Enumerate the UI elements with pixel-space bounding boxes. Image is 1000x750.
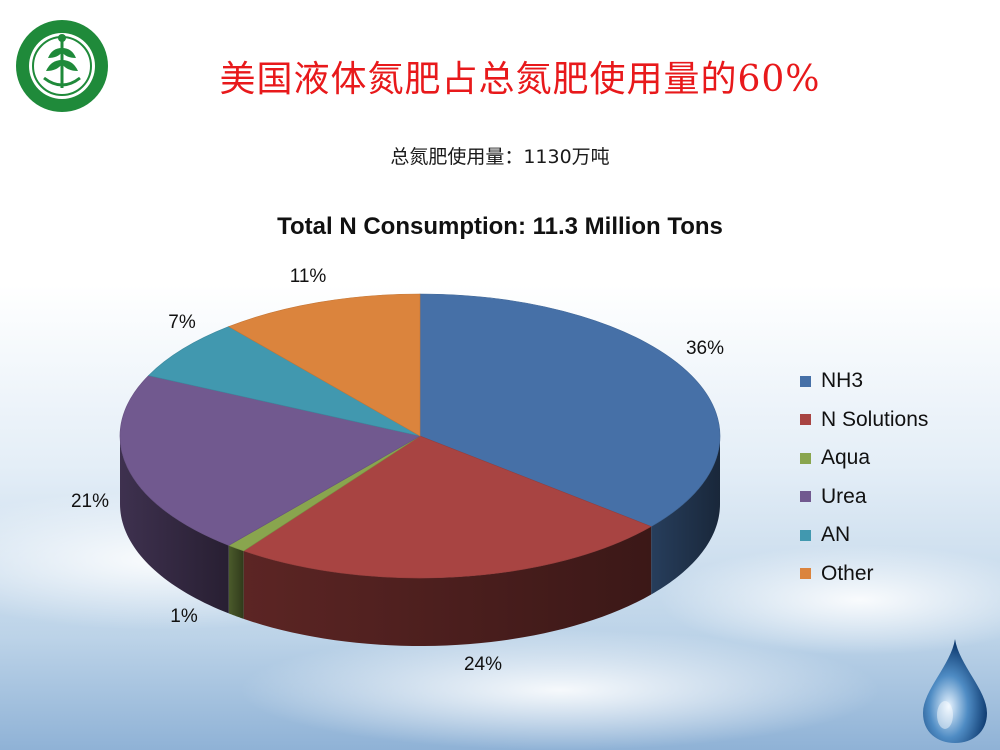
legend-item-nh3: NH3: [800, 362, 928, 401]
data-label-other: 11%: [290, 266, 327, 287]
legend-item-n-solutions: N Solutions: [800, 401, 928, 440]
data-label-an: 7%: [168, 312, 196, 333]
legend-label: NH3: [821, 369, 864, 393]
pie-slice-other: [228, 293, 421, 437]
data-label-aqua: 1%: [170, 606, 198, 627]
data-label-nh3: 36%: [686, 338, 724, 359]
legend-swatch: [800, 491, 811, 503]
legend-swatch: [800, 375, 811, 387]
chart-title: Total N Consumption: 11.3 Million Tons: [277, 213, 723, 240]
pie-slice-nh3: [419, 293, 721, 527]
pie-side-aqua: [228, 545, 244, 619]
legend-label: Urea: [821, 484, 867, 508]
logo-emblem: [16, 20, 108, 112]
legend-label: AN: [821, 523, 851, 547]
pie-side-nh3: [651, 436, 720, 595]
legend-swatch: [800, 452, 811, 464]
pie-top-faces: [119, 293, 721, 579]
pie-side-walls: [120, 436, 720, 646]
pie-slice-an: [147, 326, 421, 437]
legend-item-urea: Urea: [800, 478, 928, 517]
legend-swatch: [800, 414, 811, 426]
legend-item-aqua: Aqua: [800, 439, 928, 478]
legend-item-an: AN: [800, 516, 928, 555]
slide-title: 美国液体氮肥占总氮肥使用量的60%: [219, 59, 821, 100]
legend-swatch: [800, 568, 811, 580]
data-label-n-solutions: 24%: [464, 654, 502, 675]
pie-slice-urea: [119, 375, 421, 546]
pie-side-urea: [120, 436, 229, 614]
water-drop-icon: [923, 639, 987, 743]
legend-label: Other: [821, 561, 874, 585]
pie-slice-n-solutions: [242, 435, 652, 579]
data-label-urea: 21%: [71, 491, 109, 512]
slide-subtitle: 总氮肥使用量：1130万吨: [390, 146, 610, 168]
legend-item-other: Other: [800, 555, 928, 594]
chart-legend: NH3 N Solutions Aqua Urea AN Other: [800, 362, 928, 593]
legend-label: Aqua: [821, 446, 871, 470]
pie-side-n-solutions: [243, 526, 652, 646]
legend-label: N Solutions: [821, 407, 929, 431]
legend-swatch: [800, 529, 811, 541]
